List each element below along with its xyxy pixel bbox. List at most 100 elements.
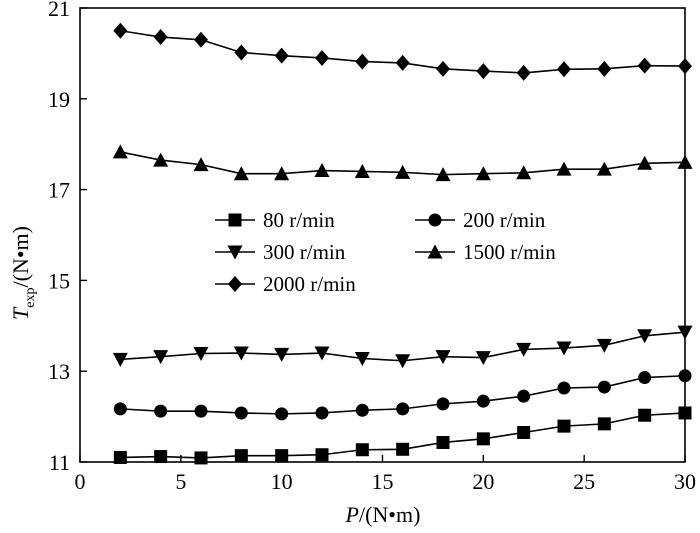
data-point [354,163,370,178]
series-200-r-min [113,369,692,421]
x-axis-var: P [345,502,359,527]
data-point [234,44,249,61]
y-axis-sub: exp [23,288,38,308]
data-point [475,166,491,181]
data-point [194,404,208,418]
legend-item: 80 r/min [215,208,335,232]
data-point [153,350,169,365]
data-point [678,58,692,75]
data-point [677,325,693,340]
data-point [113,402,127,416]
data-point [516,165,532,180]
x-tick-label: 25 [573,469,595,494]
y-tick-label: 21 [48,0,70,21]
series-80-r-min [113,406,692,465]
data-point [557,61,571,78]
data-point [597,60,612,77]
data-point [556,161,572,176]
data-point [355,53,370,70]
data-point [314,163,330,178]
data-point [517,425,531,439]
data-point [597,417,611,431]
data-point [396,402,410,416]
data-point [638,408,652,422]
x-axis-label: P/(N•m) [345,502,421,527]
x-axis-unit: /(N•m) [359,502,420,527]
data-point [154,404,168,418]
legend-item: 300 r/min [215,240,346,264]
data-point [355,443,369,457]
x-tick-label: 30 [674,469,696,494]
data-point [516,64,531,81]
legend-marker [228,276,242,292]
data-point [154,450,168,464]
data-point [475,351,491,366]
legend-label: 300 r/min [263,240,346,264]
y-tick-label: 15 [48,268,70,293]
data-point [395,54,410,71]
data-point [194,451,208,465]
data-point [678,406,692,420]
plot-frame [79,7,686,463]
data-point [637,155,653,170]
x-tick-label: 5 [175,469,186,494]
legend-marker [427,244,443,259]
data-point [556,341,572,356]
data-point [596,161,612,176]
legend-marker [428,213,442,227]
data-point [476,394,490,408]
data-point [153,152,169,167]
data-point [234,449,248,463]
y-tick-label: 13 [48,359,70,384]
legend-label: 200 r/min [463,208,546,232]
data-point [234,406,248,420]
data-point [435,167,451,182]
data-point [677,154,693,169]
data-point [436,435,450,449]
legend-item: 1500 r/min [415,240,556,264]
data-point [476,432,490,446]
data-point [557,419,571,433]
legend-label: 80 r/min [263,208,335,232]
data-point [233,346,249,361]
y-axis-unit: /(N•m) [8,226,33,287]
series-2000-r-min [113,22,692,81]
data-point [678,369,692,383]
legend-label: 1500 r/min [463,240,556,264]
legend-item: 2000 r/min [215,272,356,296]
x-tick-label: 0 [75,469,86,494]
data-point [112,352,128,367]
data-point [113,22,128,39]
data-point [395,164,411,179]
x-tick-label: 15 [372,469,394,494]
data-point [436,397,450,411]
y-axis-label: Texp/(N•m) [8,226,38,320]
data-point [274,347,290,362]
legend-marker [228,213,242,227]
data-point [517,389,531,403]
data-point [274,47,289,64]
data-point [193,157,209,172]
data-point [354,351,370,366]
data-point [435,350,451,365]
data-point [112,144,128,159]
data-point [395,354,411,369]
data-point [314,346,330,361]
legend-item: 200 r/min [415,208,546,232]
data-point [637,329,653,344]
ticks: 0 5 10 15 20 25 30 11 13 15 17 19 21 [48,0,696,494]
legend-marker [227,245,243,260]
data-point [597,380,611,394]
legend-label: 2000 r/min [263,272,356,296]
data-point [396,442,410,456]
data-point [436,60,450,77]
data-point [315,406,329,420]
data-point [275,449,289,463]
data-point [113,450,127,464]
axes [79,7,686,463]
y-axis-var: T [8,306,33,320]
y-tick-label: 17 [48,178,70,203]
data-point [315,448,329,462]
data-point [596,338,612,353]
